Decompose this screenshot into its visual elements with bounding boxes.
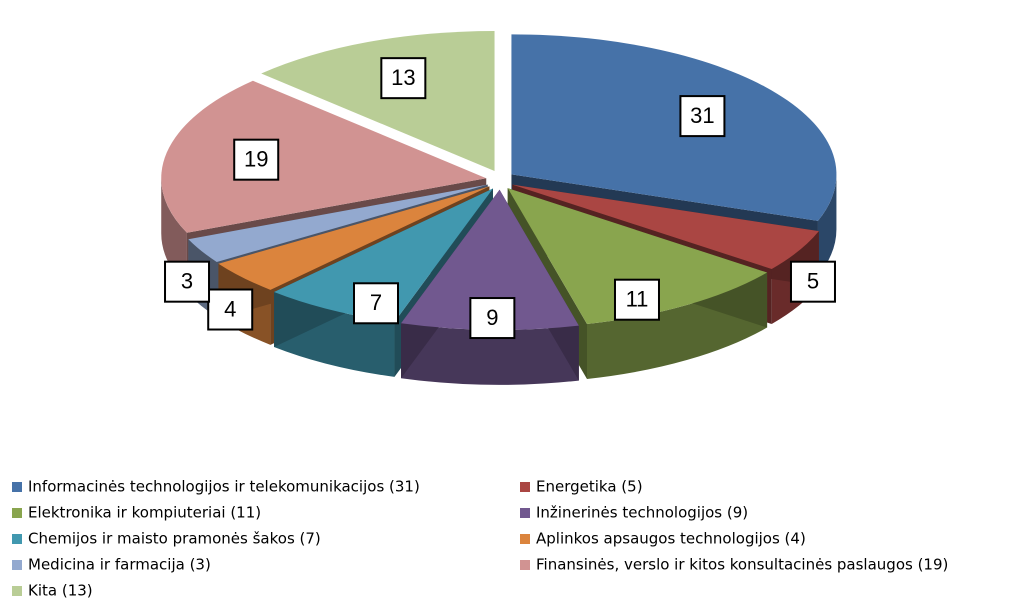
- data-label: 7: [370, 290, 382, 315]
- label-box: [353, 282, 399, 325]
- slice-side: [401, 323, 579, 385]
- legend-label: Informacinės technologijos ir telekomuni…: [28, 478, 420, 496]
- data-label: 13: [391, 65, 415, 90]
- data-label: 9: [486, 305, 498, 330]
- data-label: 11: [626, 287, 649, 312]
- legend: Informacinės technologijos ir telekomuni…: [12, 478, 948, 600]
- data-label: 5: [807, 268, 819, 293]
- slice: [511, 34, 837, 221]
- slice: [188, 184, 488, 262]
- label-box: [679, 95, 726, 138]
- label-box: [789, 260, 836, 303]
- legend-swatch: [520, 560, 530, 570]
- data-label: 31: [690, 103, 714, 128]
- slice: [512, 184, 819, 270]
- legend-label: Aplinkos apsaugos technologijos (4): [536, 530, 806, 548]
- legend-label: Medicina ir farmacija (3): [28, 556, 211, 574]
- legend-swatch: [520, 482, 530, 492]
- legend-label: Elektronika ir kompiuteriai (11): [28, 504, 261, 522]
- legend-swatch: [12, 560, 22, 570]
- label-box: [164, 260, 211, 303]
- legend-label: Energetika (5): [536, 478, 643, 496]
- tops: [161, 30, 837, 330]
- slice-cut: [218, 186, 490, 319]
- legend-swatch: [12, 586, 22, 596]
- slice: [507, 188, 768, 324]
- slice-side: [161, 178, 187, 288]
- legend-label: Chemijos ir maisto pramonės šakos (7): [28, 530, 321, 548]
- slice: [401, 189, 579, 330]
- label-box: [613, 278, 660, 321]
- legend-label: Kita (13): [28, 582, 93, 600]
- slice: [261, 30, 495, 171]
- slice: [218, 186, 490, 290]
- legend-swatch: [12, 482, 22, 492]
- label-box: [233, 138, 280, 181]
- legend-label: Inžinerinės technologijos (9): [536, 504, 748, 522]
- legend-swatch: [12, 534, 22, 544]
- legend-swatch: [12, 508, 22, 518]
- slice: [274, 188, 493, 322]
- legend-swatch: [520, 534, 530, 544]
- legend-swatch: [520, 508, 530, 518]
- legend-label: Finansinės, verslo ir kitos konsultacinė…: [536, 556, 948, 574]
- labels: 31 5 11 9 7 4 3 19 13: [164, 57, 836, 340]
- data-label: 4: [224, 296, 236, 321]
- data-label: 19: [244, 146, 268, 171]
- label-box: [207, 288, 254, 331]
- label-box: [469, 297, 516, 340]
- label-box: [380, 57, 427, 100]
- data-label: 3: [181, 268, 193, 293]
- slice-side: [817, 174, 837, 276]
- slice: [161, 80, 487, 233]
